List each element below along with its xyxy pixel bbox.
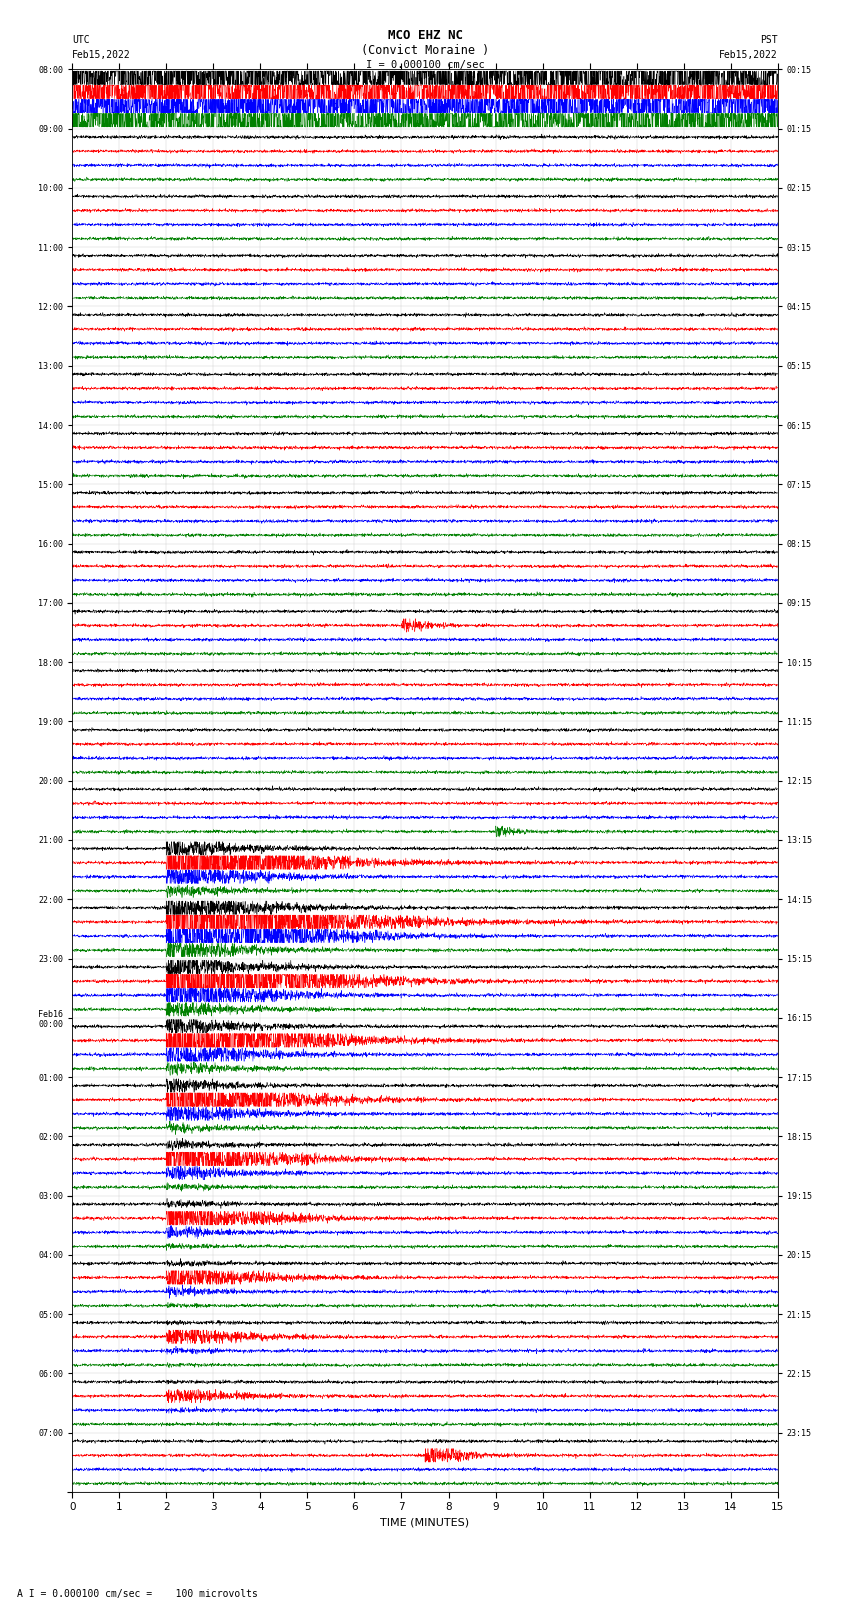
Text: A I = 0.000100 cm/sec =    100 microvolts: A I = 0.000100 cm/sec = 100 microvolts bbox=[17, 1589, 258, 1598]
Text: (Convict Moraine ): (Convict Moraine ) bbox=[361, 44, 489, 56]
Text: Feb15,2022: Feb15,2022 bbox=[719, 50, 778, 60]
Text: MCO EHZ NC: MCO EHZ NC bbox=[388, 29, 462, 42]
Text: PST: PST bbox=[760, 35, 778, 45]
Text: UTC: UTC bbox=[72, 35, 90, 45]
Text: Feb15,2022: Feb15,2022 bbox=[72, 50, 131, 60]
Text: I = 0.000100 cm/sec: I = 0.000100 cm/sec bbox=[366, 60, 484, 69]
X-axis label: TIME (MINUTES): TIME (MINUTES) bbox=[381, 1518, 469, 1528]
